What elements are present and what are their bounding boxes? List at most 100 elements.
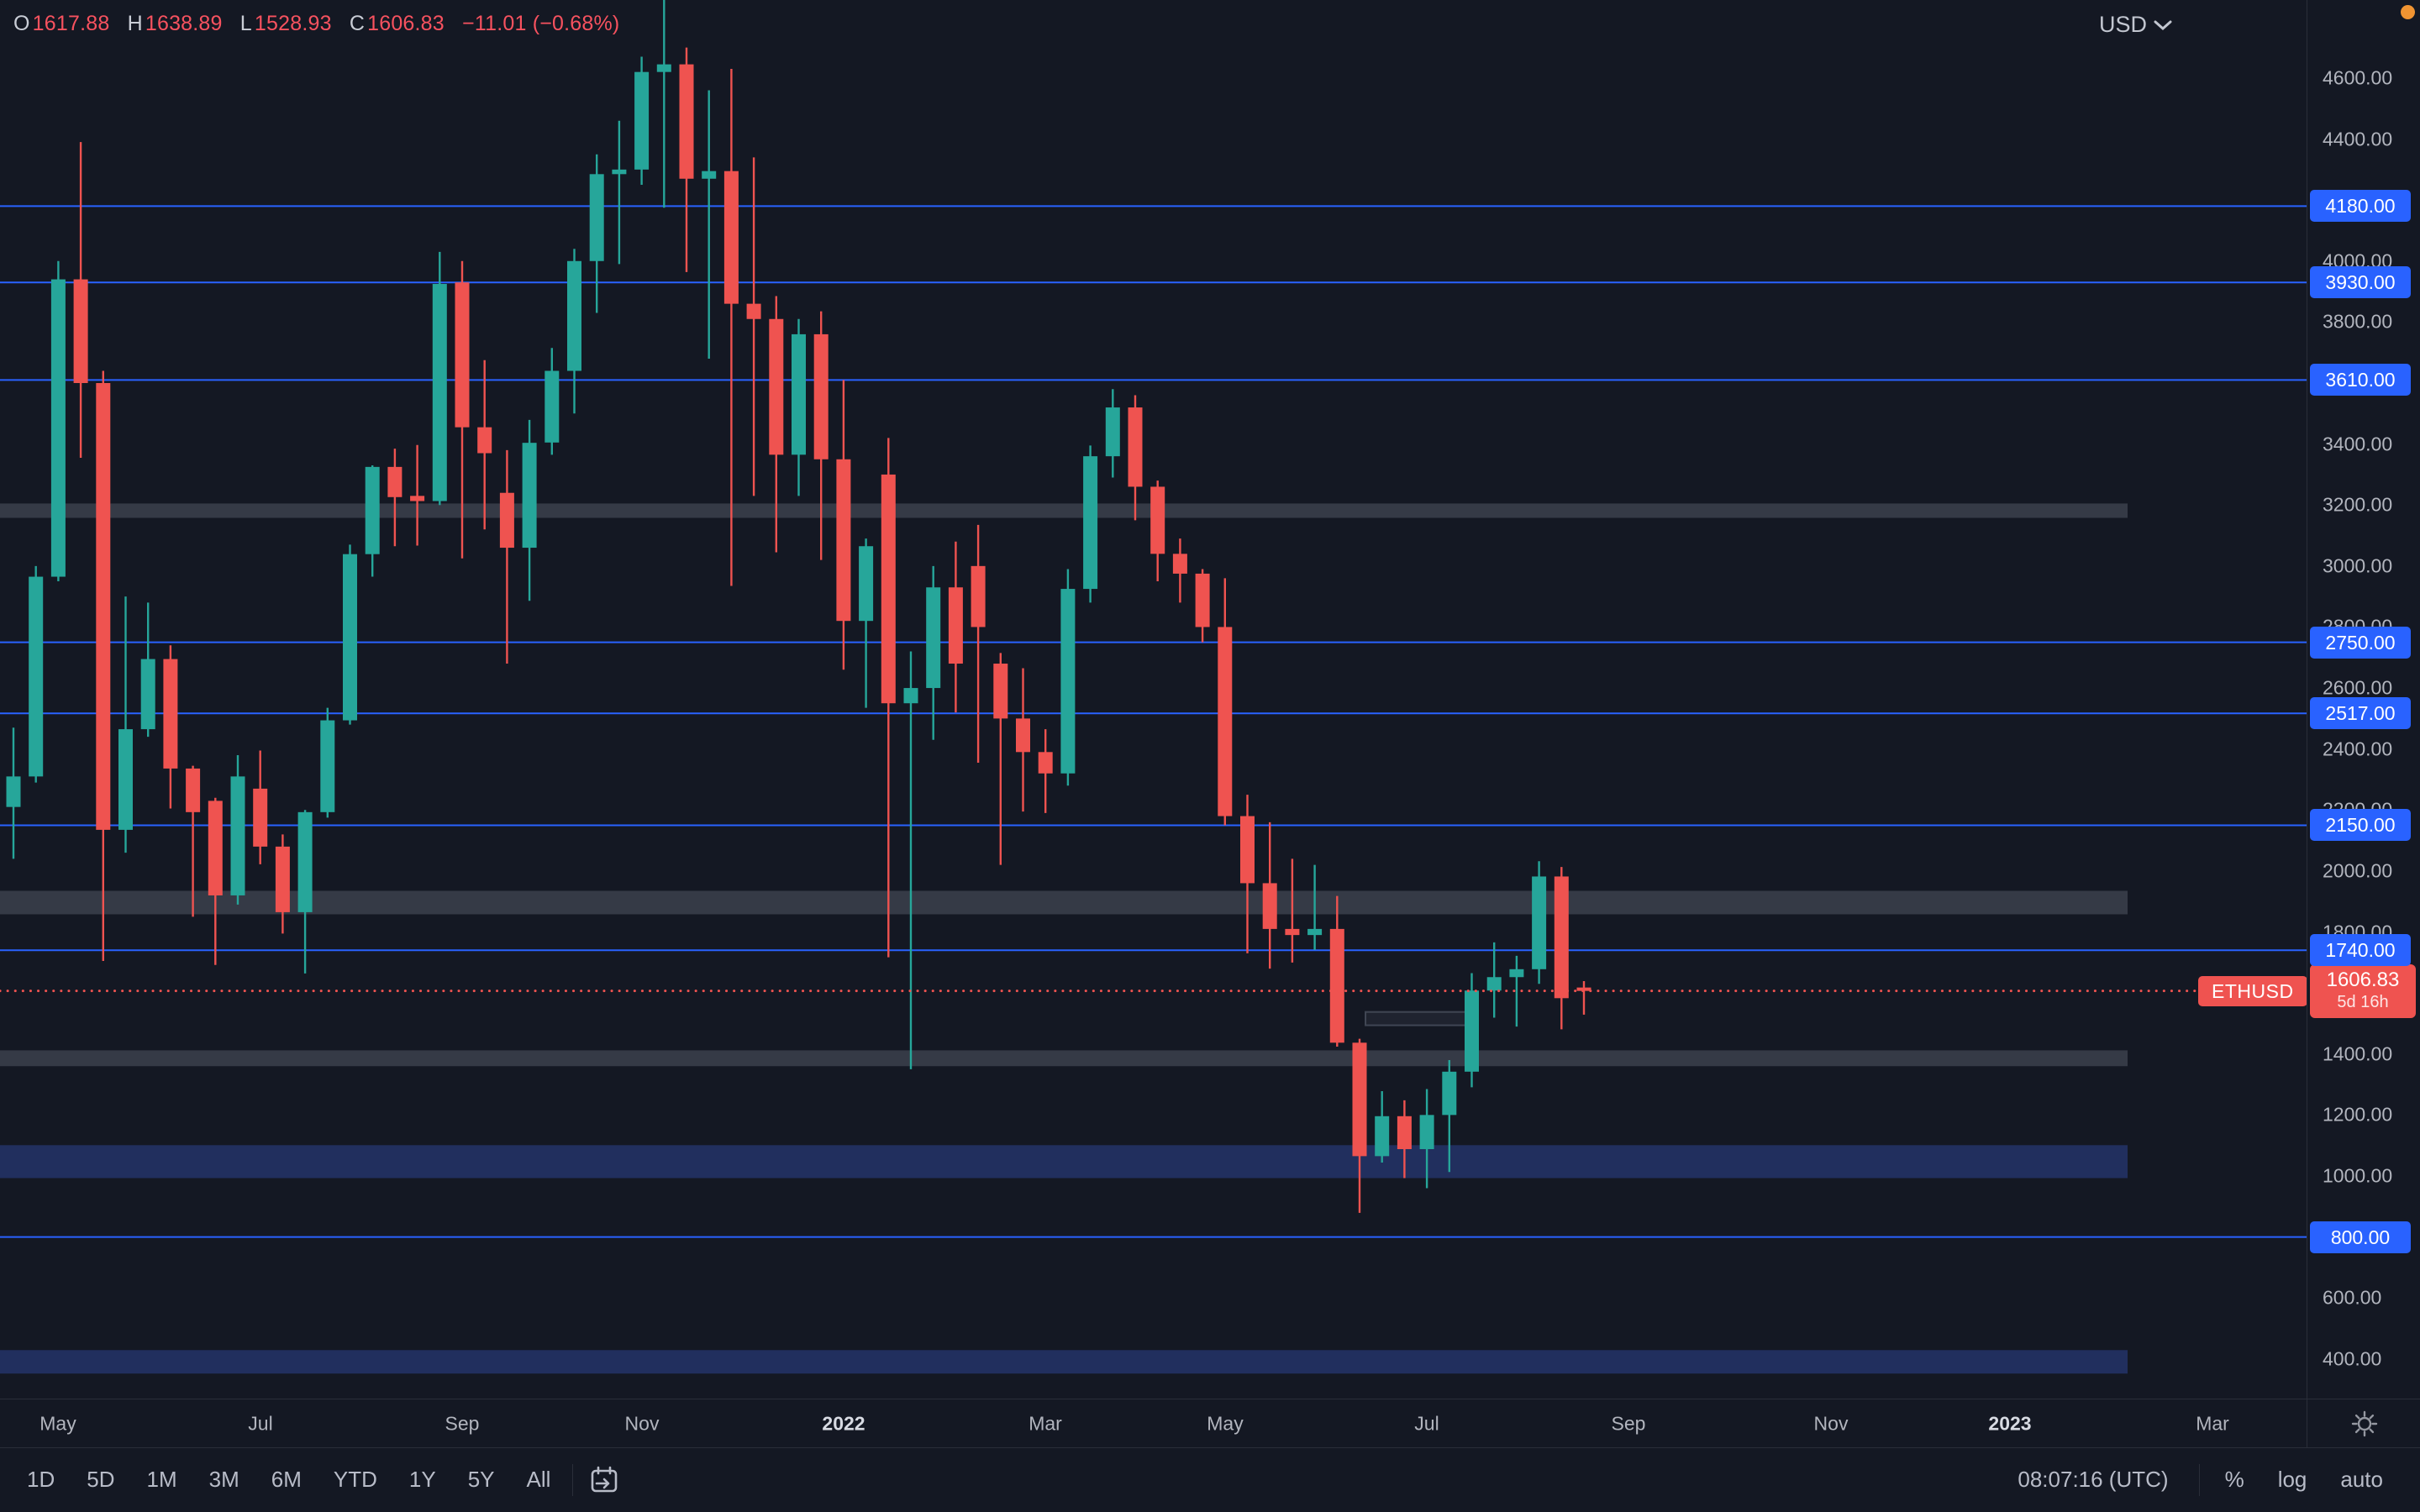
time-axis-month-label: May — [39, 1412, 76, 1434]
candle-body — [343, 554, 357, 721]
candle-body — [1150, 486, 1165, 554]
candle-body — [1128, 407, 1143, 487]
close-value: 1606.83 — [367, 12, 445, 35]
ohlc-legend: O 1617.88 H 1638.89 L 1528.93 C 1606.83 −11.… — [13, 12, 619, 36]
candle-body — [387, 466, 402, 497]
price-level-badge[interactable]: 1740.00 — [2310, 934, 2411, 967]
price-level-badge[interactable]: 4180.00 — [2310, 190, 2411, 223]
candle-body — [1262, 883, 1277, 929]
high-label: H — [127, 12, 143, 35]
candle-body — [1465, 990, 1479, 1072]
price-scale-settings-button[interactable] — [2307, 1399, 2420, 1447]
time-axis-month-label: Nov — [624, 1412, 660, 1434]
candle-body — [1083, 456, 1098, 590]
candle-body — [544, 370, 560, 443]
candle-body — [432, 284, 447, 501]
toolbar-right: 08:07:16 (UTC) % log auto — [2018, 1462, 2400, 1498]
candle-body — [522, 443, 537, 549]
candle-body — [859, 546, 874, 622]
price-zone — [0, 1145, 2128, 1179]
range-button-5d[interactable]: 5D — [87, 1467, 115, 1492]
time-axis-month-label: Sep — [1611, 1412, 1646, 1434]
candle-body — [29, 576, 44, 777]
price-level-badge[interactable]: 3930.00 — [2310, 266, 2411, 299]
range-button-5y[interactable]: 5Y — [467, 1467, 495, 1492]
candle-body — [1285, 928, 1300, 936]
open-label: O — [13, 12, 30, 35]
candle-body — [612, 169, 627, 175]
time-axis-month-label: May — [1207, 1412, 1244, 1434]
candle-body — [971, 565, 986, 627]
price-axis[interactable]: 1606.83 5d 16h 4600.004400.004200.004000… — [2307, 0, 2420, 1399]
price-level-badge[interactable]: 2750.00 — [2310, 626, 2411, 659]
gear-icon — [2351, 1410, 2377, 1436]
last-price-badge: 1606.83 5d 16h — [2310, 963, 2416, 1018]
candle-body — [926, 587, 941, 689]
auto-scale-button[interactable]: auto — [2340, 1467, 2383, 1492]
price-zone — [0, 503, 2128, 518]
candle-body — [1419, 1115, 1434, 1150]
percent-scale-button[interactable]: % — [2224, 1467, 2244, 1492]
box-drawing — [1365, 1011, 1470, 1026]
price-tick-label: 2400.00 — [2323, 738, 2393, 760]
time-axis-month-label: Nov — [1813, 1412, 1849, 1434]
price-zone — [0, 890, 2128, 915]
candle-body — [1195, 573, 1210, 627]
price-tick-label: 1400.00 — [2323, 1042, 2393, 1065]
toolbar-divider — [572, 1463, 574, 1496]
candle-body — [1016, 718, 1030, 753]
candle-body — [567, 260, 581, 371]
low-label: L — [239, 12, 252, 35]
time-axis-year-label: 2022 — [822, 1412, 865, 1434]
candle-body — [410, 496, 425, 501]
candle-body — [1307, 928, 1323, 936]
price-zone — [0, 1350, 2128, 1374]
candle-body — [320, 720, 335, 812]
range-button-1m[interactable]: 1M — [146, 1467, 177, 1492]
range-button-ytd[interactable]: YTD — [333, 1467, 377, 1492]
candle-body — [6, 776, 21, 807]
price-level-badge[interactable]: 2517.00 — [2310, 697, 2411, 730]
candle-body — [275, 846, 290, 912]
range-button-3m[interactable]: 3M — [208, 1467, 239, 1492]
price-level-badge[interactable]: 800.00 — [2310, 1221, 2411, 1253]
session-clock[interactable]: 08:07:16 (UTC) — [2018, 1467, 2169, 1492]
price-tick-label: 2000.00 — [2323, 859, 2393, 882]
candle-body — [1576, 987, 1591, 991]
calendar-icon — [592, 1466, 618, 1492]
candle-body — [477, 427, 492, 454]
candle-body — [297, 811, 313, 912]
range-button-1y[interactable]: 1Y — [408, 1467, 436, 1492]
range-button-all[interactable]: All — [526, 1467, 551, 1492]
time-axis[interactable]: May Jul Sep Nov 2022 Mar May Jul Sep Nov 2023 Mar — [0, 1399, 2420, 1448]
time-axis-month-label: Sep — [445, 1412, 480, 1434]
go-to-date-button[interactable] — [581, 1460, 627, 1500]
candle-body — [836, 459, 851, 622]
log-scale-button[interactable]: log — [2277, 1467, 2307, 1492]
candle-body — [1442, 1071, 1457, 1116]
candle-body — [679, 64, 694, 179]
price-tick-label: 400.00 — [2323, 1347, 2382, 1370]
candle-body — [948, 587, 963, 664]
candle-body — [73, 279, 88, 384]
price-tick-label: 3400.00 — [2323, 433, 2393, 455]
candle-body — [1532, 876, 1547, 969]
last-price-value: 1606.83 — [2326, 968, 2400, 991]
price-tick-label: 3200.00 — [2323, 493, 2393, 516]
range-button-6m[interactable]: 6M — [271, 1467, 302, 1492]
notification-dot-icon[interactable] — [2401, 5, 2415, 19]
change-value: −11.01 (−0.68%) — [462, 12, 620, 35]
time-axis-month-label: Mar — [2196, 1412, 2229, 1434]
time-axis-month-label: Jul — [1414, 1412, 1439, 1434]
high-value: 1638.89 — [145, 12, 223, 35]
symbol-price-label[interactable]: ETHUSD — [2198, 975, 2307, 1006]
candle-body — [1352, 1042, 1367, 1157]
time-axis-month-label: Jul — [248, 1412, 273, 1434]
price-level-badge[interactable]: 3610.00 — [2310, 364, 2411, 396]
chart-canvas[interactable] — [0, 0, 2307, 1399]
price-level-badge[interactable]: 2150.00 — [2310, 809, 2411, 842]
candle-body — [1329, 928, 1344, 1043]
range-button-1d[interactable]: 1D — [27, 1467, 55, 1492]
currency-dropdown[interactable]: USD — [2099, 12, 2172, 38]
